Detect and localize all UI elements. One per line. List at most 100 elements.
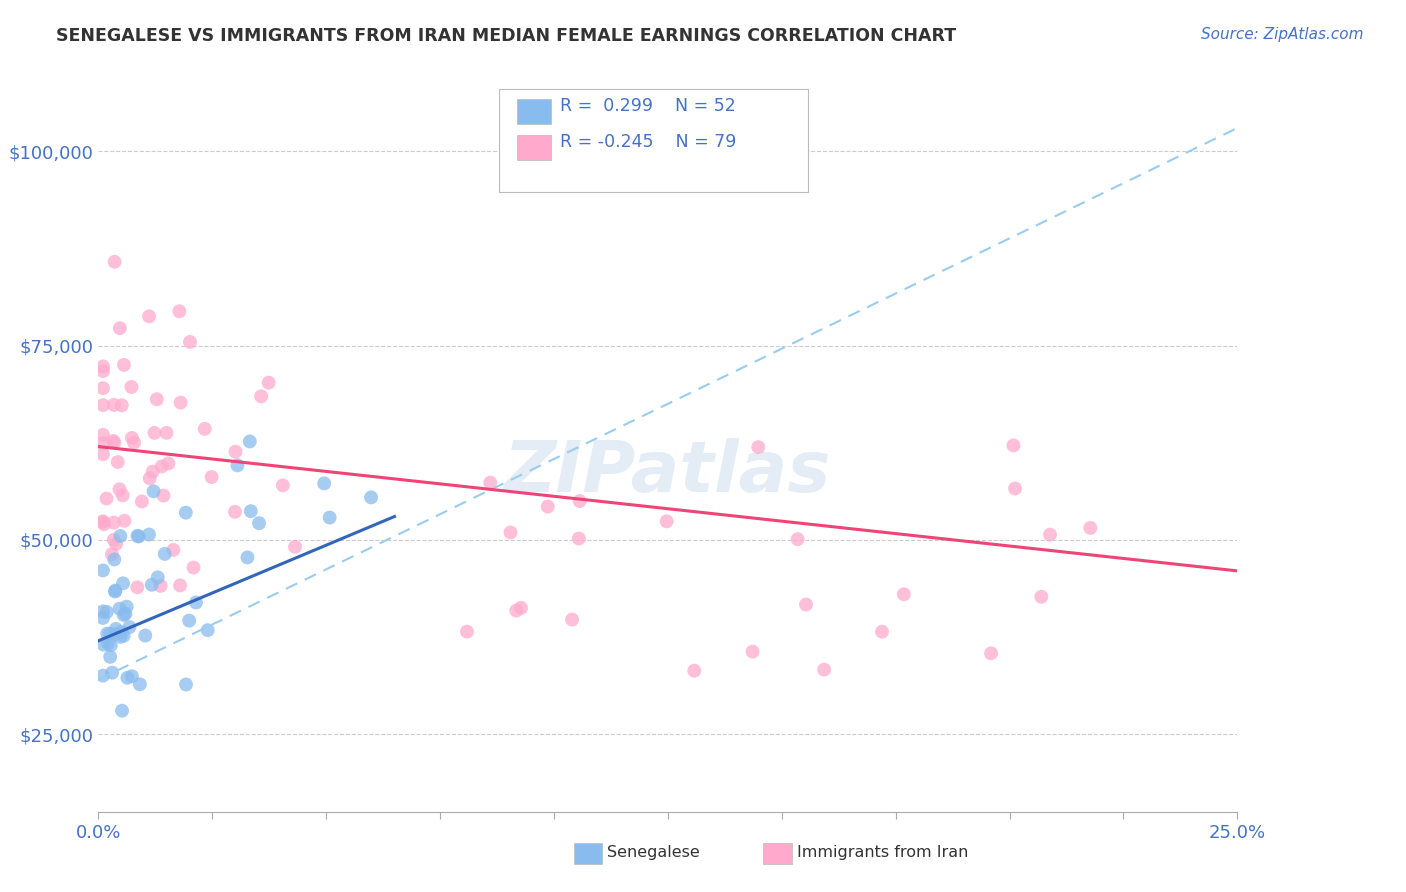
Point [128, 677, 150, 691]
Point [197, 623, 219, 637]
Point [110, 625, 132, 640]
Point [91, 427, 114, 442]
Point [122, 435, 145, 450]
Point [93, 517, 115, 532]
Point [131, 494, 153, 508]
Point [121, 669, 143, 683]
Point [980, 646, 1002, 660]
Point [169, 304, 191, 318]
Point [271, 478, 294, 492]
Text: SENEGALESE VS IMMIGRANTS FROM IRAN MEDIAN FEMALE EARNINGS CORRELATION CHART: SENEGALESE VS IMMIGRANTS FROM IRAN MEDIA… [56, 27, 956, 45]
Point [103, 435, 125, 450]
Point [174, 506, 197, 520]
Point [127, 529, 149, 543]
Point [112, 358, 135, 372]
Point [1031, 590, 1053, 604]
Point [174, 677, 197, 691]
Point [108, 483, 131, 497]
Point [103, 533, 125, 547]
Point [121, 431, 143, 445]
Point [561, 613, 583, 627]
Point [103, 552, 125, 566]
Point [101, 665, 124, 680]
Point [100, 638, 122, 652]
Point [96, 605, 118, 619]
Point [741, 645, 763, 659]
Point [114, 514, 136, 528]
Point [97, 636, 120, 650]
Point [91, 359, 114, 374]
Point [184, 595, 207, 609]
Point [194, 422, 217, 436]
Point [91, 564, 114, 578]
Point [112, 607, 135, 622]
Point [91, 515, 114, 529]
Point [104, 584, 127, 599]
Point [284, 540, 307, 554]
Point [870, 624, 893, 639]
Point [128, 529, 150, 543]
Point [568, 494, 591, 508]
Point [1039, 527, 1062, 541]
Point [747, 440, 769, 454]
Point [96, 626, 118, 640]
Point [103, 434, 125, 448]
Point [91, 611, 114, 625]
Point [117, 671, 139, 685]
Point [169, 395, 191, 409]
Point [115, 599, 138, 614]
Point [479, 475, 502, 490]
Point [110, 529, 132, 543]
Text: R =  0.299    N = 52: R = 0.299 N = 52 [560, 97, 735, 115]
Point [224, 505, 246, 519]
Point [108, 321, 131, 335]
Point [314, 476, 336, 491]
Point [152, 489, 174, 503]
Point [179, 334, 201, 349]
Point [1004, 482, 1026, 496]
Text: Source: ZipAtlas.com: Source: ZipAtlas.com [1201, 27, 1364, 42]
Point [236, 550, 259, 565]
Point [225, 444, 247, 458]
Text: Senegalese: Senegalese [607, 846, 700, 860]
Point [103, 398, 125, 412]
Point [146, 392, 169, 407]
Point [537, 500, 560, 514]
Point [91, 604, 114, 618]
Point [153, 547, 176, 561]
Point [98, 627, 121, 641]
Point [91, 436, 114, 450]
Point [139, 471, 162, 485]
Point [150, 459, 173, 474]
Point [239, 504, 262, 518]
Point [683, 664, 706, 678]
Point [200, 470, 222, 484]
Point [93, 638, 115, 652]
Point [105, 537, 128, 551]
Point [134, 629, 156, 643]
Point [111, 398, 134, 412]
Point [169, 578, 191, 592]
Point [110, 630, 132, 644]
Point [127, 580, 149, 594]
Text: R = -0.245    N = 79: R = -0.245 N = 79 [560, 133, 735, 151]
Point [111, 488, 134, 502]
Point [226, 458, 249, 473]
Point [111, 576, 134, 591]
Point [568, 532, 591, 546]
Point [114, 607, 136, 621]
Point [786, 532, 808, 546]
Point [142, 465, 165, 479]
Point [120, 380, 142, 394]
Point [505, 603, 527, 617]
Point [813, 663, 835, 677]
Point [98, 649, 121, 664]
Point [138, 310, 160, 324]
Point [108, 601, 131, 615]
Point [141, 578, 163, 592]
Point [794, 598, 817, 612]
Point [104, 622, 127, 636]
Point [96, 491, 118, 506]
Point [318, 510, 340, 524]
Point [250, 389, 273, 403]
